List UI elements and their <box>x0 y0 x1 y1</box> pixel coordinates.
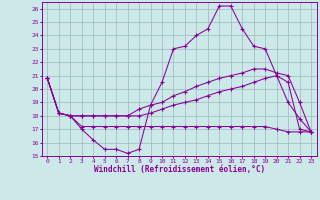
X-axis label: Windchill (Refroidissement éolien,°C): Windchill (Refroidissement éolien,°C) <box>94 165 265 174</box>
